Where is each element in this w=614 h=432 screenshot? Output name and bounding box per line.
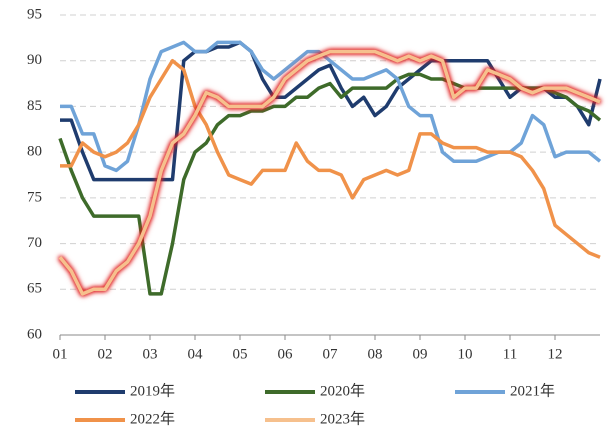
- legend-label: 2020年: [320, 382, 365, 399]
- y-tick-label: 70: [27, 235, 42, 251]
- legend-label: 2021年: [510, 382, 555, 399]
- x-tick-label: 04: [188, 346, 204, 362]
- x-tick-label: 10: [458, 346, 473, 362]
- x-tick-label: 06: [278, 346, 294, 362]
- x-tick-label: 08: [368, 346, 383, 362]
- series-line: [58, 49, 601, 296]
- series-line: [60, 40, 602, 182]
- x-tick-label: 03: [143, 346, 158, 362]
- series-line: [60, 58, 601, 259]
- y-tick-label: 90: [27, 52, 42, 68]
- legend-label: 2022年: [130, 410, 175, 427]
- y-tick-label: 95: [27, 6, 42, 22]
- y-tick-label: 75: [27, 189, 42, 205]
- legend-label: 2019年: [130, 382, 175, 399]
- y-tick-label: 85: [27, 98, 42, 114]
- legend-label: 2023年: [320, 410, 365, 427]
- y-tick-label: 80: [27, 144, 42, 160]
- x-tick-label: 01: [53, 346, 68, 362]
- x-tick-label: 02: [98, 346, 113, 362]
- y-tick-label: 60: [27, 326, 42, 342]
- x-tick-label: 11: [503, 346, 517, 362]
- series-line: [58, 72, 602, 296]
- x-tick-label: 12: [548, 346, 563, 362]
- x-tick-label: 09: [413, 346, 428, 362]
- x-tick-label: 05: [233, 346, 248, 362]
- x-tick-label: 07: [323, 346, 339, 362]
- y-tick-label: 65: [27, 281, 42, 297]
